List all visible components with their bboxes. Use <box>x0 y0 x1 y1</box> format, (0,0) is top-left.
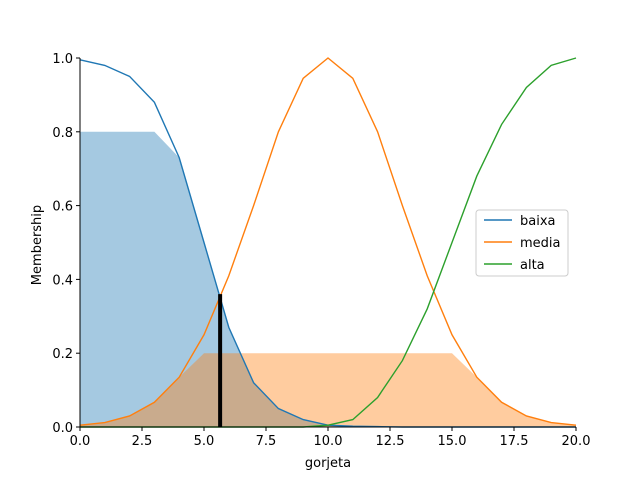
x-tick-label: 10.0 <box>314 434 343 449</box>
y-tick-label: 0.8 <box>52 126 73 141</box>
y-axis-label: Membership <box>30 205 45 285</box>
axes: 0.0 2.5 5.0 7.5 10.0 12.5 15.0 17.5 20.0 0.0 0.2 0.… <box>52 52 590 449</box>
x-tick-label: 5.0 <box>194 434 215 449</box>
y-tick-label: 0.2 <box>52 347 73 362</box>
y-tick-label: 0.6 <box>52 200 73 215</box>
legend-label-alta: alta <box>520 258 545 273</box>
y-tick-label: 0.4 <box>52 273 73 288</box>
series-line-media <box>79 57 577 426</box>
y-tick-label: 1.0 <box>52 52 73 67</box>
legend-label-media: media <box>520 236 561 251</box>
legend-box <box>475 209 569 277</box>
x-tick-label: 7.5 <box>256 434 277 449</box>
x-tick-label: 15.0 <box>438 434 467 449</box>
x-tick-label: 0.0 <box>70 434 91 449</box>
legend-label-baixa: baixa <box>520 214 556 229</box>
x-tick-label: 2.5 <box>132 434 153 449</box>
activation-fill-baixa <box>80 131 576 428</box>
activation-fill-media <box>80 353 576 427</box>
legend: baixa media alta <box>475 209 569 277</box>
y-tick-label: 0.0 <box>52 421 73 436</box>
activation-fills <box>80 131 576 428</box>
x-tick-label: 17.5 <box>500 434 529 449</box>
x-axis-label: gorjeta <box>305 456 351 471</box>
x-tick-label: 20.0 <box>562 434 591 449</box>
x-tick-label: 12.5 <box>376 434 405 449</box>
